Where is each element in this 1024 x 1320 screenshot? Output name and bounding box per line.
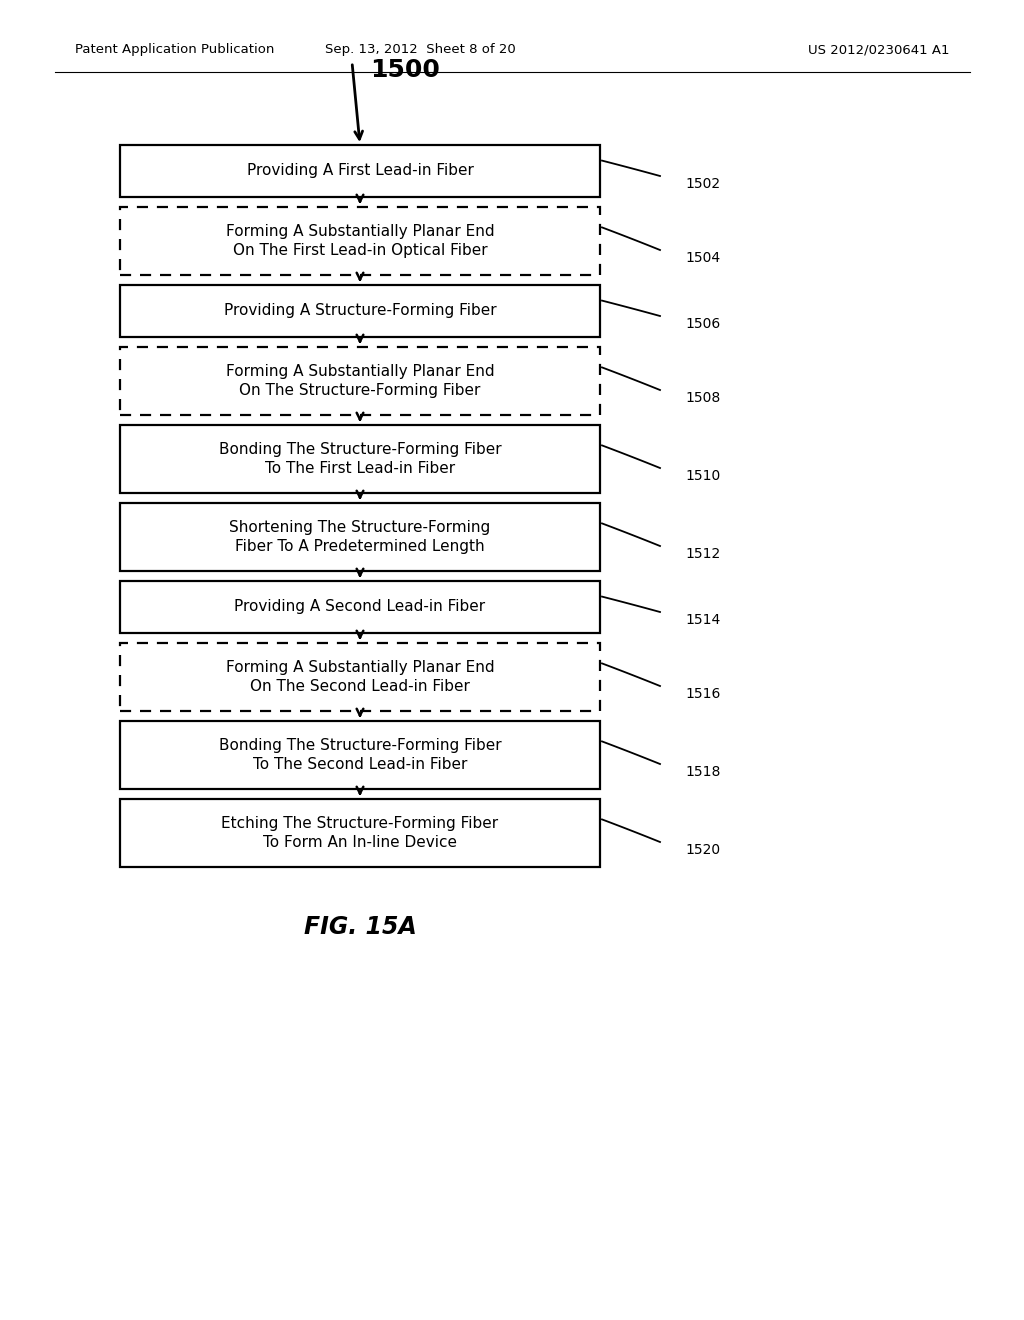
Text: Forming A Substantially Planar End
On The Second Lead-in Fiber: Forming A Substantially Planar End On Th… bbox=[225, 660, 495, 694]
Text: Etching The Structure-Forming Fiber
To Form An In-line Device: Etching The Structure-Forming Fiber To F… bbox=[221, 816, 499, 850]
Bar bbox=[120, 643, 600, 711]
Bar bbox=[120, 145, 600, 197]
Text: Patent Application Publication: Patent Application Publication bbox=[75, 44, 274, 57]
Text: US 2012/0230641 A1: US 2012/0230641 A1 bbox=[809, 44, 950, 57]
Bar bbox=[120, 721, 600, 789]
Text: 1512: 1512 bbox=[685, 546, 720, 561]
Bar bbox=[120, 285, 600, 337]
Text: Bonding The Structure-Forming Fiber
To The Second Lead-in Fiber: Bonding The Structure-Forming Fiber To T… bbox=[219, 738, 502, 772]
Text: 1516: 1516 bbox=[685, 686, 720, 701]
Text: 1508: 1508 bbox=[685, 391, 720, 405]
Text: Providing A Structure-Forming Fiber: Providing A Structure-Forming Fiber bbox=[223, 304, 497, 318]
Bar bbox=[120, 799, 600, 867]
Bar bbox=[120, 425, 600, 492]
Bar bbox=[120, 347, 600, 414]
Bar bbox=[120, 503, 600, 572]
Text: 1514: 1514 bbox=[685, 612, 720, 627]
Text: Sep. 13, 2012  Sheet 8 of 20: Sep. 13, 2012 Sheet 8 of 20 bbox=[325, 44, 515, 57]
Text: FIG. 15A: FIG. 15A bbox=[304, 915, 417, 939]
Bar bbox=[120, 581, 600, 634]
Bar bbox=[120, 207, 600, 275]
Text: 1504: 1504 bbox=[685, 251, 720, 265]
Text: Providing A First Lead-in Fiber: Providing A First Lead-in Fiber bbox=[247, 164, 473, 178]
Text: 1506: 1506 bbox=[685, 317, 720, 331]
Text: 1520: 1520 bbox=[685, 843, 720, 857]
Text: Forming A Substantially Planar End
On The First Lead-in Optical Fiber: Forming A Substantially Planar End On Th… bbox=[225, 223, 495, 259]
Text: 1510: 1510 bbox=[685, 469, 720, 483]
Text: 1502: 1502 bbox=[685, 177, 720, 191]
Text: Bonding The Structure-Forming Fiber
To The First Lead-in Fiber: Bonding The Structure-Forming Fiber To T… bbox=[219, 442, 502, 477]
Text: Shortening The Structure-Forming
Fiber To A Predetermined Length: Shortening The Structure-Forming Fiber T… bbox=[229, 520, 490, 554]
Text: 1518: 1518 bbox=[685, 766, 720, 779]
Text: Providing A Second Lead-in Fiber: Providing A Second Lead-in Fiber bbox=[234, 599, 485, 615]
Text: Forming A Substantially Planar End
On The Structure-Forming Fiber: Forming A Substantially Planar End On Th… bbox=[225, 363, 495, 399]
Text: 1500: 1500 bbox=[370, 58, 440, 82]
